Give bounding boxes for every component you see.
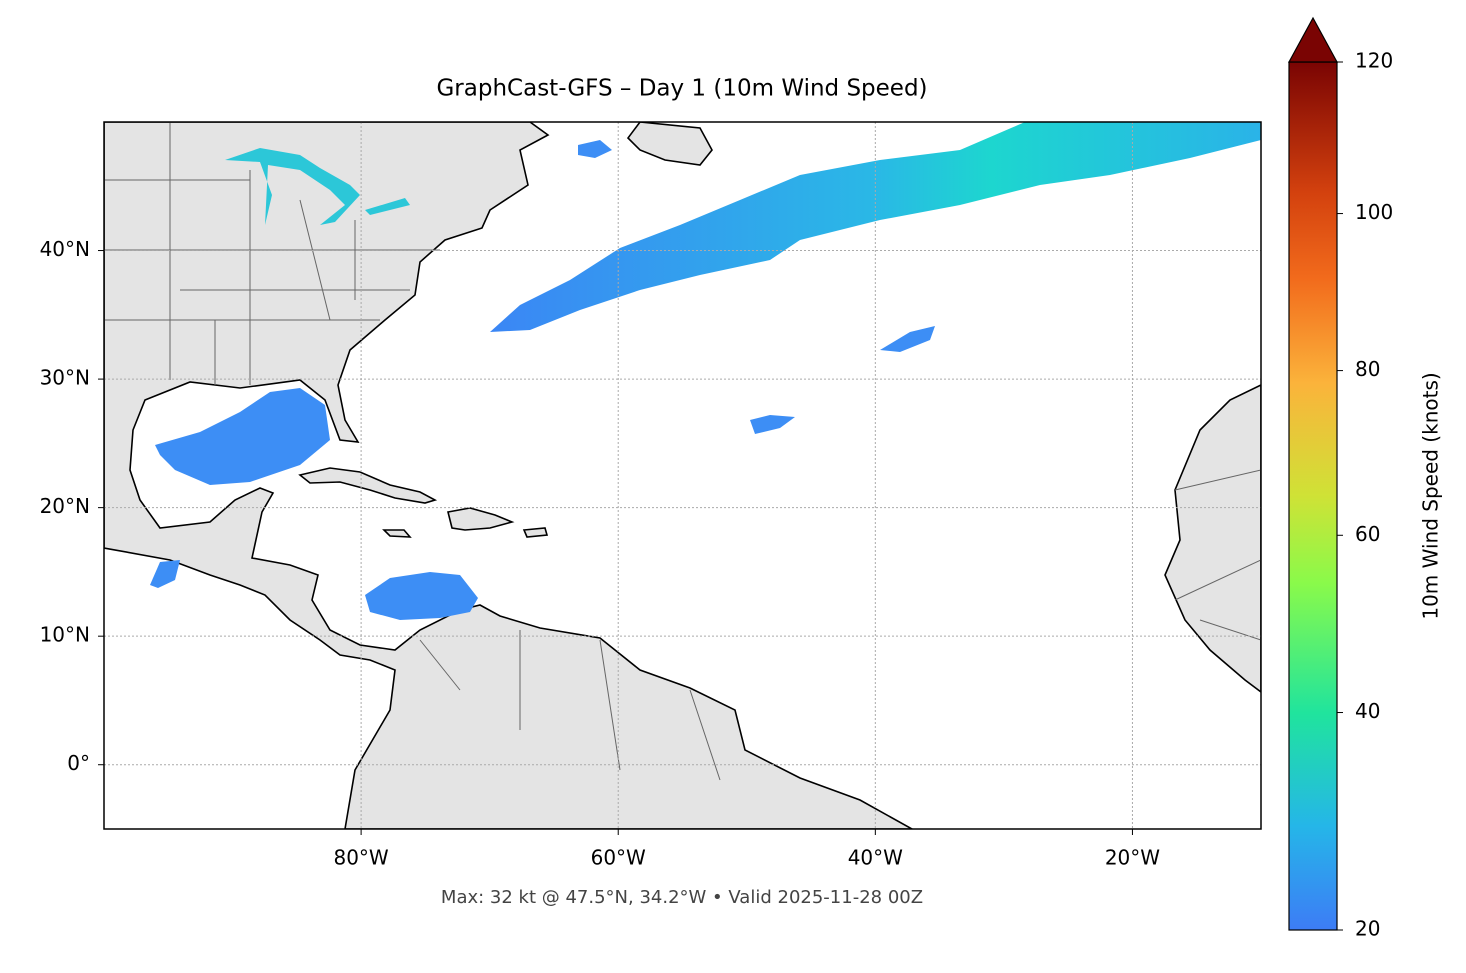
y-tick-label: 10°N bbox=[40, 623, 90, 647]
colorbar-extend bbox=[1287, 16, 1339, 63]
colorbar-tick-label: 60 bbox=[1355, 522, 1380, 546]
title: GraphCast-GFS – Day 1 (10m Wind Speed) bbox=[436, 76, 927, 102]
colorbar-tick-label: 100 bbox=[1355, 200, 1393, 224]
wind-patch bbox=[750, 415, 795, 434]
y-tick-label: 20°N bbox=[40, 494, 90, 518]
footnote: Max: 32 kt @ 47.5°N, 34.2°W • Valid 2025… bbox=[441, 887, 923, 908]
colorbar-tick-label: 80 bbox=[1355, 357, 1380, 381]
wind-patch bbox=[578, 140, 612, 158]
y-tick-label: 40°N bbox=[40, 237, 90, 261]
wind-caribbean bbox=[365, 572, 478, 620]
puerto-rico bbox=[522, 527, 549, 538]
wind-patch bbox=[150, 560, 180, 588]
colorbar-tick-label: 40 bbox=[1355, 699, 1380, 723]
jamaica bbox=[382, 529, 412, 538]
newfoundland bbox=[626, 122, 713, 166]
grid bbox=[104, 122, 1261, 829]
hispaniola bbox=[447, 507, 515, 531]
wind-patch bbox=[880, 326, 935, 352]
y-tick-label: 0° bbox=[67, 751, 90, 775]
wind-storm-band bbox=[490, 122, 1261, 332]
wind-great-lakes bbox=[365, 198, 410, 215]
wind-great-lakes bbox=[225, 148, 360, 225]
x-tick-label: 60°W bbox=[591, 846, 646, 870]
cuba bbox=[298, 467, 438, 504]
y-tick-label: 30°N bbox=[40, 366, 90, 390]
x-tick-label: 40°W bbox=[848, 846, 903, 870]
africa bbox=[1164, 384, 1261, 693]
colorbar-tick-label: 120 bbox=[1355, 49, 1393, 73]
wind-gulf bbox=[155, 388, 330, 485]
colorbar bbox=[1288, 61, 1338, 931]
x-tick-label: 20°W bbox=[1105, 846, 1160, 870]
americas bbox=[104, 122, 914, 829]
colorbar-tick-label: 20 bbox=[1355, 917, 1380, 941]
map-area bbox=[104, 122, 1261, 829]
map-frame bbox=[103, 121, 1262, 830]
colorbar-label: 10m Wind Speed (knots) bbox=[1419, 372, 1443, 619]
x-tick-label: 80°W bbox=[333, 846, 388, 870]
